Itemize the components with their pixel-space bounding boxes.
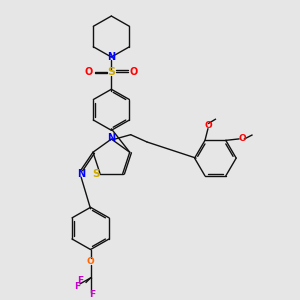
Text: F: F bbox=[77, 276, 83, 285]
Text: O: O bbox=[85, 67, 93, 77]
Text: S: S bbox=[93, 169, 100, 178]
Text: F: F bbox=[89, 290, 95, 298]
Text: F: F bbox=[74, 282, 80, 291]
Text: N: N bbox=[107, 52, 116, 62]
Text: S: S bbox=[107, 67, 116, 77]
Text: O: O bbox=[239, 134, 247, 143]
Text: O: O bbox=[130, 67, 138, 77]
Text: O: O bbox=[87, 257, 94, 266]
Text: O: O bbox=[205, 121, 212, 130]
Text: N: N bbox=[77, 169, 85, 179]
Text: N: N bbox=[107, 133, 116, 142]
